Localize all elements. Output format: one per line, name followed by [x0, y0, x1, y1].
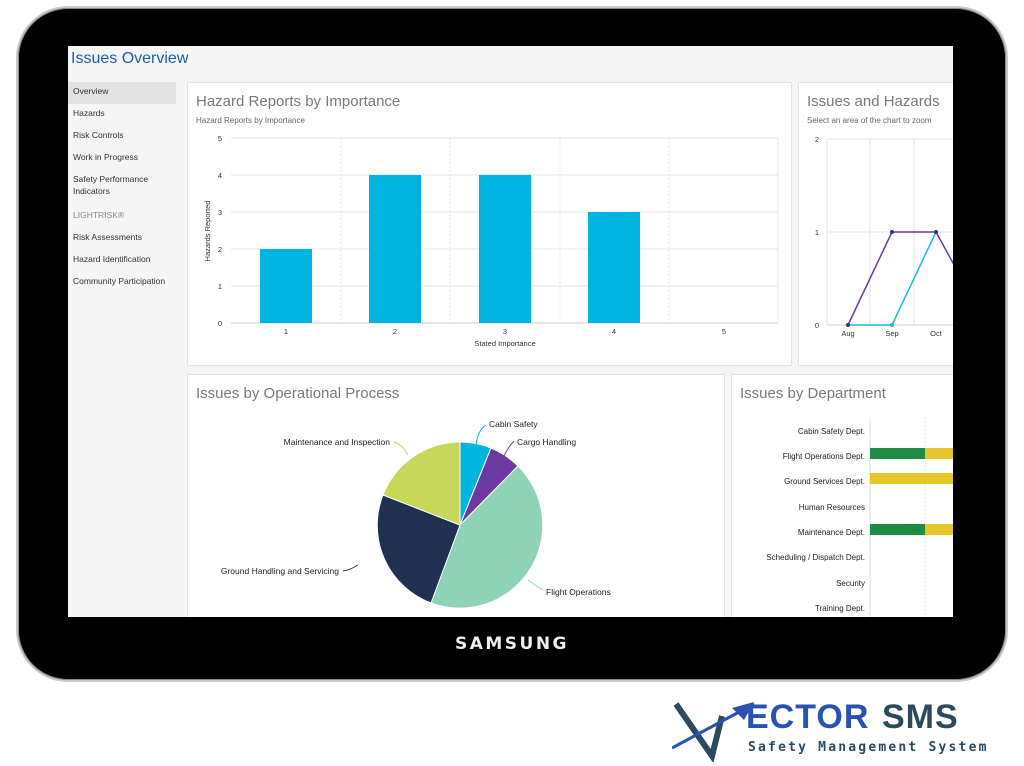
sidebar-item-safety-performance-indicators[interactable]: Safety Performance Indicators: [73, 174, 149, 196]
logo-name-sms: SMS: [882, 698, 959, 736]
svg-text:Hazards Reported: Hazards Reported: [203, 201, 212, 262]
dept-label: Cabin Safety Dept.: [797, 427, 865, 436]
operational-process-pie-chart[interactable]: Cabin Safety Cargo Handling Maintenance …: [188, 375, 726, 617]
svg-text:2: 2: [815, 135, 819, 144]
svg-text:1: 1: [284, 327, 288, 336]
svg-text:5: 5: [722, 327, 726, 336]
sidebar-item-hazards[interactable]: Hazards: [73, 108, 105, 118]
card-title: Issues by Operational Process: [196, 385, 400, 402]
hazard-reports-card: Hazard Reports by Importance Hazard Repo…: [187, 82, 792, 366]
card-title: Hazard Reports by Importance: [196, 93, 401, 110]
pie-label-ground-handling: Ground Handling and Servicing: [221, 566, 339, 576]
sidebar-item-hazard-identification[interactable]: Hazard Identification: [73, 254, 151, 264]
logo-tagline: Safety Management System: [748, 740, 989, 755]
dept-label: Ground Services Dept.: [784, 477, 865, 486]
device-brand: SAMSUNG: [454, 634, 570, 654]
sidebar-item-lightrisk[interactable]: LIGHTRISK®: [73, 210, 125, 220]
dept-label: Human Resources: [798, 503, 865, 512]
pie-label-maintenance: Maintenance and Inspection: [284, 437, 391, 447]
dept-label: Security: [836, 579, 865, 588]
svg-text:Aug: Aug: [841, 329, 854, 338]
card-subtitle: Hazard Reports by Importance: [196, 116, 305, 125]
svg-text:3: 3: [218, 208, 222, 217]
department-bar-chart[interactable]: [732, 375, 953, 617]
svg-text:2: 2: [393, 327, 397, 336]
card-title: Issues and Hazards: [807, 93, 940, 110]
svg-text:Oct: Oct: [930, 329, 943, 338]
sidebar-item-community-participation[interactable]: Community Participation: [73, 276, 166, 286]
department-card: Issues by Department Cabin Safety Dept. …: [731, 374, 953, 617]
svg-text:Sep: Sep: [885, 329, 898, 338]
vector-v-icon: [672, 702, 755, 762]
hazard-bar-chart[interactable]: 5 4 3 2 1 0 1 2 3 4 5 Stated Importance …: [188, 83, 793, 367]
sidebar-item-risk-controls[interactable]: Risk Controls: [73, 130, 124, 140]
sidebar: Overview Hazards Risk Controls Work in P…: [68, 82, 178, 308]
operational-process-card: Issues by Operational Process: [187, 374, 725, 617]
dept-label: Training Dept.: [815, 604, 865, 613]
department-labels: Cabin Safety Dept. Flight Operations Dep…: [732, 415, 865, 617]
svg-text:4: 4: [612, 327, 616, 336]
svg-text:2: 2: [218, 245, 222, 254]
card-title: Issues by Department: [740, 385, 886, 402]
vector-sms-logo: ECTOR SMS Safety Management System: [672, 698, 1002, 762]
app-screen: Issues Overview Overview Hazards Risk Co…: [68, 46, 953, 617]
dept-label: Maintenance Dept.: [797, 528, 865, 537]
dept-label: Scheduling / Dispatch Dept.: [766, 553, 865, 562]
logo-name-ector: ECTOR: [746, 698, 870, 736]
page-title: Issues Overview: [71, 50, 189, 67]
card-subtitle: Select an area of the chart to zoom: [807, 116, 932, 125]
svg-text:3: 3: [503, 327, 507, 336]
svg-text:1: 1: [218, 282, 222, 291]
sidebar-item-risk-assessments[interactable]: Risk Assessments: [73, 232, 142, 242]
issues-hazards-line-chart[interactable]: 2 1 0 Aug Sep Oct: [799, 83, 953, 367]
svg-text:1: 1: [815, 228, 819, 237]
svg-text:0: 0: [815, 321, 819, 330]
dept-label: Flight Operations Dept.: [782, 452, 865, 461]
svg-text:0: 0: [218, 319, 222, 328]
pie-label-cargo-handling: Cargo Handling: [517, 437, 576, 447]
pie-label-flight-operations: Flight Operations: [546, 587, 611, 597]
svg-text:Stated Importance: Stated Importance: [474, 339, 535, 348]
pie-label-cabin-safety: Cabin Safety: [489, 419, 538, 429]
issues-hazards-card: Issues and Hazards Select an area of the…: [798, 82, 953, 366]
sidebar-item-work-in-progress[interactable]: Work in Progress: [73, 152, 139, 162]
svg-text:4: 4: [218, 171, 222, 180]
svg-text:5: 5: [218, 134, 222, 143]
sidebar-item-overview[interactable]: Overview: [68, 82, 176, 104]
